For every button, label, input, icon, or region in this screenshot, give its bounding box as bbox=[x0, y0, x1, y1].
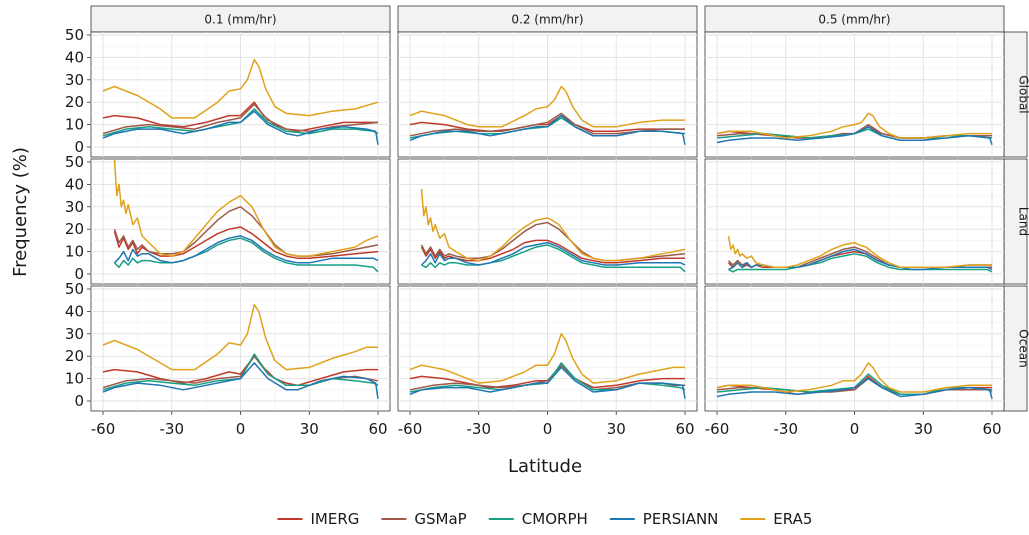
panel: 0 10 20 30 40 50 bbox=[65, 153, 391, 285]
y-tick-label: 50 bbox=[65, 153, 84, 171]
y-tick-label: 10 bbox=[65, 116, 84, 134]
series-line-era5 bbox=[716, 362, 992, 393]
y-tick-label: 20 bbox=[65, 347, 84, 365]
x-tick-label: 60 bbox=[368, 420, 387, 438]
legend-item: GSMaP bbox=[381, 510, 467, 528]
y-tick-label: 0 bbox=[74, 138, 84, 156]
series-line-era5 bbox=[409, 85, 685, 128]
facet-strip-column bbox=[397, 5, 698, 33]
y-tick-label: 40 bbox=[65, 302, 84, 320]
legend: IMERG GSMaP CMORPH PERSIANN ERA5 bbox=[277, 510, 812, 528]
y-tick-label: 30 bbox=[65, 198, 84, 216]
series-line-era5 bbox=[113, 159, 379, 257]
series-line-imerg bbox=[420, 239, 685, 264]
series-line-era5 bbox=[727, 235, 992, 269]
legend-item: PERSIANN bbox=[609, 510, 719, 528]
x-tick-label: 0 bbox=[850, 420, 860, 438]
y-tick-label: 40 bbox=[65, 175, 84, 193]
x-tick-label: -30 bbox=[467, 420, 492, 438]
series-line-era5 bbox=[716, 112, 992, 139]
series-line-persiann bbox=[102, 110, 379, 145]
facet-strip-label: 0.2 (mm/hr) bbox=[511, 13, 583, 27]
series-line-gsmap bbox=[102, 103, 379, 135]
facet-strip-label: Land bbox=[1017, 207, 1029, 236]
series-line-era5 bbox=[102, 303, 378, 371]
y-tick-label: 0 bbox=[74, 265, 84, 283]
x-tick-label: 0 bbox=[543, 420, 553, 438]
series-line-imerg bbox=[102, 101, 378, 133]
legend-item: CMORPH bbox=[488, 510, 588, 528]
legend-label: PERSIANN bbox=[643, 510, 719, 528]
y-tick-label: 50 bbox=[65, 26, 84, 44]
x-tick-label: -60 bbox=[398, 420, 423, 438]
x-tick-label: -30 bbox=[774, 420, 799, 438]
series-line-era5 bbox=[409, 333, 685, 384]
series-line-era5 bbox=[102, 58, 379, 119]
panel bbox=[397, 31, 698, 158]
x-tick-label: 60 bbox=[982, 420, 1001, 438]
y-tick-label: 30 bbox=[65, 71, 84, 89]
facet-strip-label: Ocean bbox=[1017, 329, 1029, 367]
series-line-cmorph bbox=[409, 362, 686, 393]
x-tick-label: 60 bbox=[675, 420, 694, 438]
y-tick-label: 40 bbox=[65, 48, 84, 66]
panels: 0.1 (mm/hr) 0.2 (mm/hr) 0.5 (mm/hr) Global L… bbox=[65, 5, 1029, 438]
x-tick-label: 30 bbox=[914, 420, 933, 438]
series-line-cmorph bbox=[102, 353, 379, 391]
legend-label: ERA5 bbox=[773, 510, 812, 528]
legend-label: CMORPH bbox=[522, 510, 588, 528]
panel bbox=[704, 158, 1005, 285]
series-line-era5 bbox=[420, 188, 686, 262]
panel: 0 10 20 30 40 50 -60 -30 0 30 60 bbox=[65, 280, 391, 438]
panel bbox=[397, 158, 698, 285]
panel bbox=[704, 31, 1005, 158]
y-tick-label: 0 bbox=[74, 392, 84, 410]
facet-strip-column bbox=[90, 5, 391, 33]
x-tick-label: -30 bbox=[160, 420, 185, 438]
series-line-persiann bbox=[716, 377, 993, 399]
facet-strip-label: Global bbox=[1017, 75, 1029, 113]
y-tick-label: 20 bbox=[65, 93, 84, 111]
series-line-persiann bbox=[113, 235, 379, 264]
x-tick-label: 30 bbox=[300, 420, 319, 438]
x-tick-label: -60 bbox=[705, 420, 730, 438]
panel: -60 -30 0 30 60 bbox=[397, 285, 698, 438]
panel: 0 10 20 30 40 50 bbox=[65, 26, 391, 158]
x-tick-label: 0 bbox=[236, 420, 246, 438]
y-tick-label: 10 bbox=[65, 370, 84, 388]
legend-label: IMERG bbox=[311, 510, 360, 528]
panel: -60 -30 0 30 60 bbox=[704, 285, 1005, 438]
legend-item: IMERG bbox=[277, 510, 360, 528]
x-axis-title: Latitude bbox=[508, 456, 582, 477]
legend-label: GSMaP bbox=[414, 510, 466, 528]
series-line-imerg bbox=[409, 114, 685, 133]
facet-strip-label: 0.5 (mm/hr) bbox=[818, 13, 890, 27]
series-line-cmorph bbox=[113, 237, 379, 273]
series-line-persiann bbox=[409, 366, 686, 399]
y-axis-title: Frequency (%) bbox=[10, 147, 31, 277]
y-tick-label: 30 bbox=[65, 325, 84, 343]
y-tick-label: 10 bbox=[65, 243, 84, 261]
series-line-persiann bbox=[728, 248, 993, 271]
series-line-imerg bbox=[113, 226, 379, 260]
facet-strip-column bbox=[704, 5, 1005, 33]
legend-item: ERA5 bbox=[740, 510, 812, 528]
facet-strip-label: 0.1 (mm/hr) bbox=[204, 13, 276, 27]
y-tick-label: 50 bbox=[65, 280, 84, 298]
x-tick-label: -60 bbox=[91, 420, 116, 438]
series-line-persiann bbox=[102, 362, 379, 399]
series-line-cmorph bbox=[102, 108, 379, 137]
series-line-persiann bbox=[716, 126, 993, 146]
y-tick-label: 20 bbox=[65, 220, 84, 238]
x-tick-label: 30 bbox=[607, 420, 626, 438]
series-line-cmorph bbox=[421, 244, 686, 273]
series-line-persiann bbox=[420, 241, 686, 266]
series-line-persiann bbox=[409, 114, 686, 145]
